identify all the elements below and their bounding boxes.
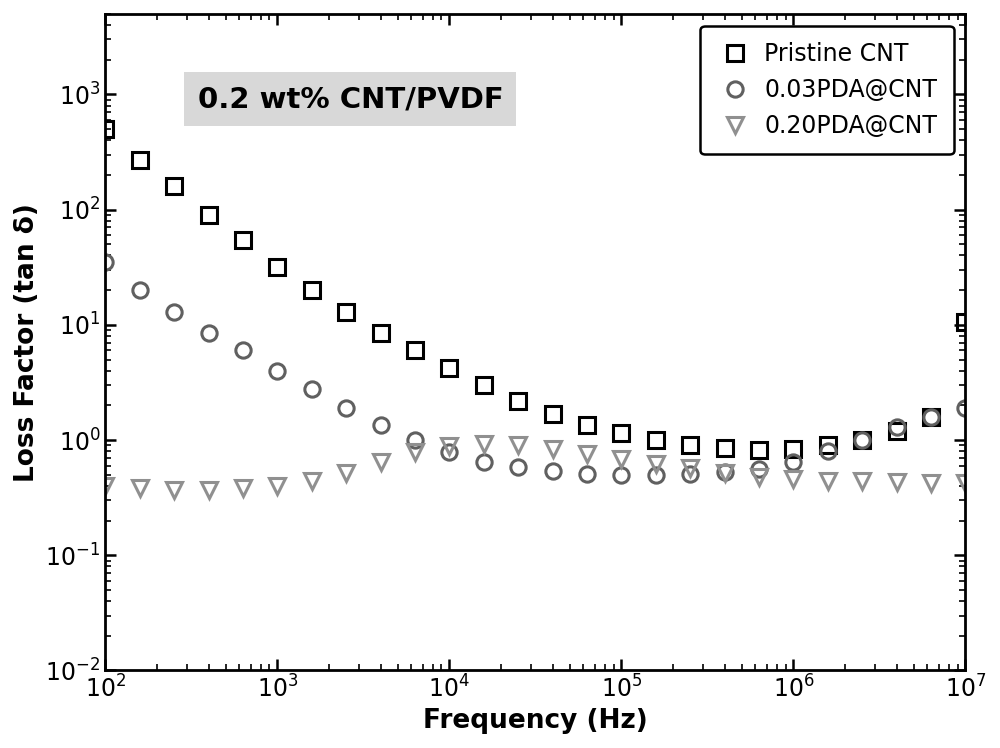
0.03PDA@CNT [340,403,352,412]
0.03PDA@CNT [787,457,799,466]
0.03PDA@CNT [581,469,593,478]
0.20PDA@CNT [168,485,180,494]
Line: Pristine CNT: Pristine CNT [98,121,973,458]
0.20PDA@CNT [753,472,765,481]
0.20PDA@CNT [306,476,318,485]
0.03PDA@CNT [512,463,524,472]
0.03PDA@CNT [203,328,215,337]
0.03PDA@CNT [443,448,455,457]
Line: 0.03PDA@CNT: 0.03PDA@CNT [98,254,973,482]
0.03PDA@CNT [478,457,490,466]
0.20PDA@CNT [650,459,662,468]
0.20PDA@CNT [684,464,696,473]
0.20PDA@CNT [271,482,283,491]
0.20PDA@CNT [134,484,146,493]
Pristine CNT [959,318,971,327]
Pristine CNT [271,262,283,271]
0.20PDA@CNT [822,476,834,485]
Pristine CNT [478,381,490,390]
0.03PDA@CNT [719,468,731,476]
Line: 0.20PDA@CNT: 0.20PDA@CNT [98,437,973,497]
Pristine CNT [237,235,249,244]
0.03PDA@CNT [615,470,627,479]
0.03PDA@CNT [306,384,318,393]
0.20PDA@CNT [615,455,627,464]
Pristine CNT [409,346,421,355]
Pristine CNT [822,441,834,450]
Pristine CNT [203,210,215,219]
Pristine CNT [856,435,868,444]
0.03PDA@CNT [925,412,937,421]
Pristine CNT [547,409,559,418]
0.03PDA@CNT [891,423,903,432]
Pristine CNT [787,445,799,454]
0.03PDA@CNT [547,467,559,476]
0.20PDA@CNT [787,474,799,483]
Pristine CNT [512,396,524,405]
Text: 0.2 wt% CNT/PVDF: 0.2 wt% CNT/PVDF [198,85,503,113]
Y-axis label: Loss Factor (tan δ): Loss Factor (tan δ) [14,203,40,482]
0.20PDA@CNT [925,479,937,488]
0.03PDA@CNT [822,447,834,456]
Pristine CNT [753,446,765,455]
0.03PDA@CNT [959,403,971,412]
0.20PDA@CNT [891,478,903,487]
0.03PDA@CNT [99,257,111,266]
0.03PDA@CNT [237,346,249,355]
0.20PDA@CNT [237,484,249,493]
Pristine CNT [925,412,937,421]
0.20PDA@CNT [856,476,868,485]
Pristine CNT [168,182,180,191]
Pristine CNT [650,435,662,444]
0.20PDA@CNT [443,442,455,451]
0.20PDA@CNT [581,450,593,459]
0.03PDA@CNT [271,367,283,375]
Pristine CNT [891,426,903,435]
Pristine CNT [615,429,627,438]
Pristine CNT [684,441,696,450]
0.20PDA@CNT [547,445,559,454]
Pristine CNT [443,364,455,373]
0.20PDA@CNT [375,457,387,466]
X-axis label: Frequency (Hz): Frequency (Hz) [423,708,648,734]
0.03PDA@CNT [409,435,421,444]
0.20PDA@CNT [959,479,971,488]
Pristine CNT [134,156,146,165]
Pristine CNT [340,307,352,316]
0.03PDA@CNT [856,435,868,444]
0.20PDA@CNT [512,441,524,450]
0.20PDA@CNT [719,468,731,477]
Pristine CNT [306,286,318,295]
0.03PDA@CNT [134,286,146,295]
0.03PDA@CNT [375,420,387,429]
0.03PDA@CNT [684,469,696,478]
0.03PDA@CNT [753,465,765,473]
Pristine CNT [99,125,111,134]
Pristine CNT [581,420,593,429]
Legend: Pristine CNT, 0.03PDA@CNT, 0.20PDA@CNT: Pristine CNT, 0.03PDA@CNT, 0.20PDA@CNT [700,25,954,154]
0.03PDA@CNT [650,470,662,479]
0.20PDA@CNT [203,485,215,494]
Pristine CNT [719,444,731,453]
0.20PDA@CNT [409,448,421,457]
0.20PDA@CNT [340,468,352,477]
Pristine CNT [375,328,387,337]
0.03PDA@CNT [168,307,180,316]
0.20PDA@CNT [478,440,490,449]
0.20PDA@CNT [99,482,111,491]
